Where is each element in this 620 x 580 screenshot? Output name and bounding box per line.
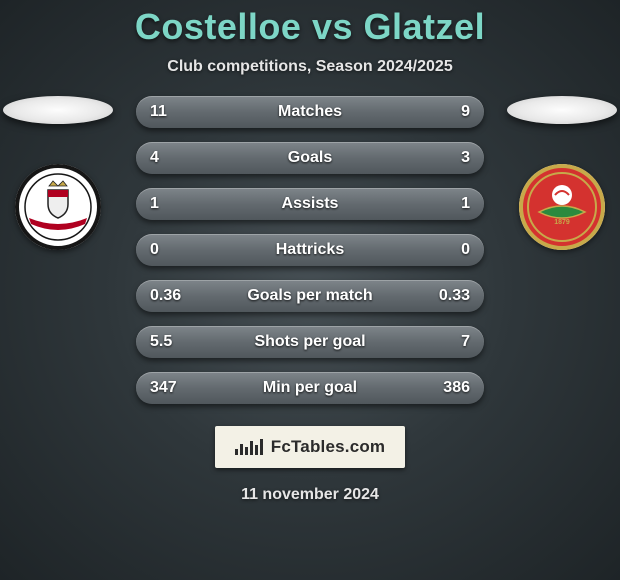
brand-panel: FcTables.com [215,426,405,468]
table-row: 0.36 Goals per match 0.33 [136,280,484,312]
stat-right-value: 0 [428,241,470,259]
stat-right-value: 0.33 [428,287,470,305]
bars-icon [235,439,263,455]
table-row: 11 Matches 9 [136,96,484,128]
stat-right-value: 3 [428,149,470,167]
swindon-crest-icon: 1879 [519,164,605,250]
comparison-body: 11 Matches 9 4 Goals 3 1 Assists 1 0 Hat… [0,96,620,404]
brand-label: FcTables.com [271,437,386,457]
date-label: 11 november 2024 [0,486,620,504]
stat-left-value: 0 [150,241,192,259]
stat-left-value: 0.36 [150,287,192,305]
accrington-crest-icon [15,164,101,250]
player-left-name: Costelloe [135,6,302,47]
stat-left-value: 11 [150,103,192,121]
table-row: 0 Hattricks 0 [136,234,484,266]
page-title: Costelloe vs Glatzel [0,0,620,48]
club-crest-left [15,164,101,250]
stat-left-value: 347 [150,379,192,397]
stat-right-value: 7 [428,333,470,351]
player-silhouette-right [507,96,617,124]
vs-label: vs [312,6,353,47]
subtitle: Club competitions, Season 2024/2025 [0,58,620,76]
left-player-column [0,96,116,250]
stat-left-value: 5.5 [150,333,192,351]
player-right-name: Glatzel [364,6,486,47]
stat-right-value: 1 [428,195,470,213]
table-row: 1 Assists 1 [136,188,484,220]
stat-right-value: 386 [428,379,470,397]
club-crest-right: 1879 [519,164,605,250]
stat-left-value: 1 [150,195,192,213]
table-row: 4 Goals 3 [136,142,484,174]
table-row: 5.5 Shots per goal 7 [136,326,484,358]
stat-left-value: 4 [150,149,192,167]
stat-right-value: 9 [428,103,470,121]
svg-text:1879: 1879 [554,219,570,226]
stats-table: 11 Matches 9 4 Goals 3 1 Assists 1 0 Hat… [136,96,484,404]
player-silhouette-left [3,96,113,124]
right-player-column: 1879 [504,96,620,250]
table-row: 347 Min per goal 386 [136,372,484,404]
